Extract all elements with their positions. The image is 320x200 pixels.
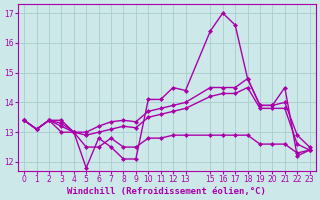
X-axis label: Windchill (Refroidissement éolien,°C): Windchill (Refroidissement éolien,°C) xyxy=(68,187,266,196)
